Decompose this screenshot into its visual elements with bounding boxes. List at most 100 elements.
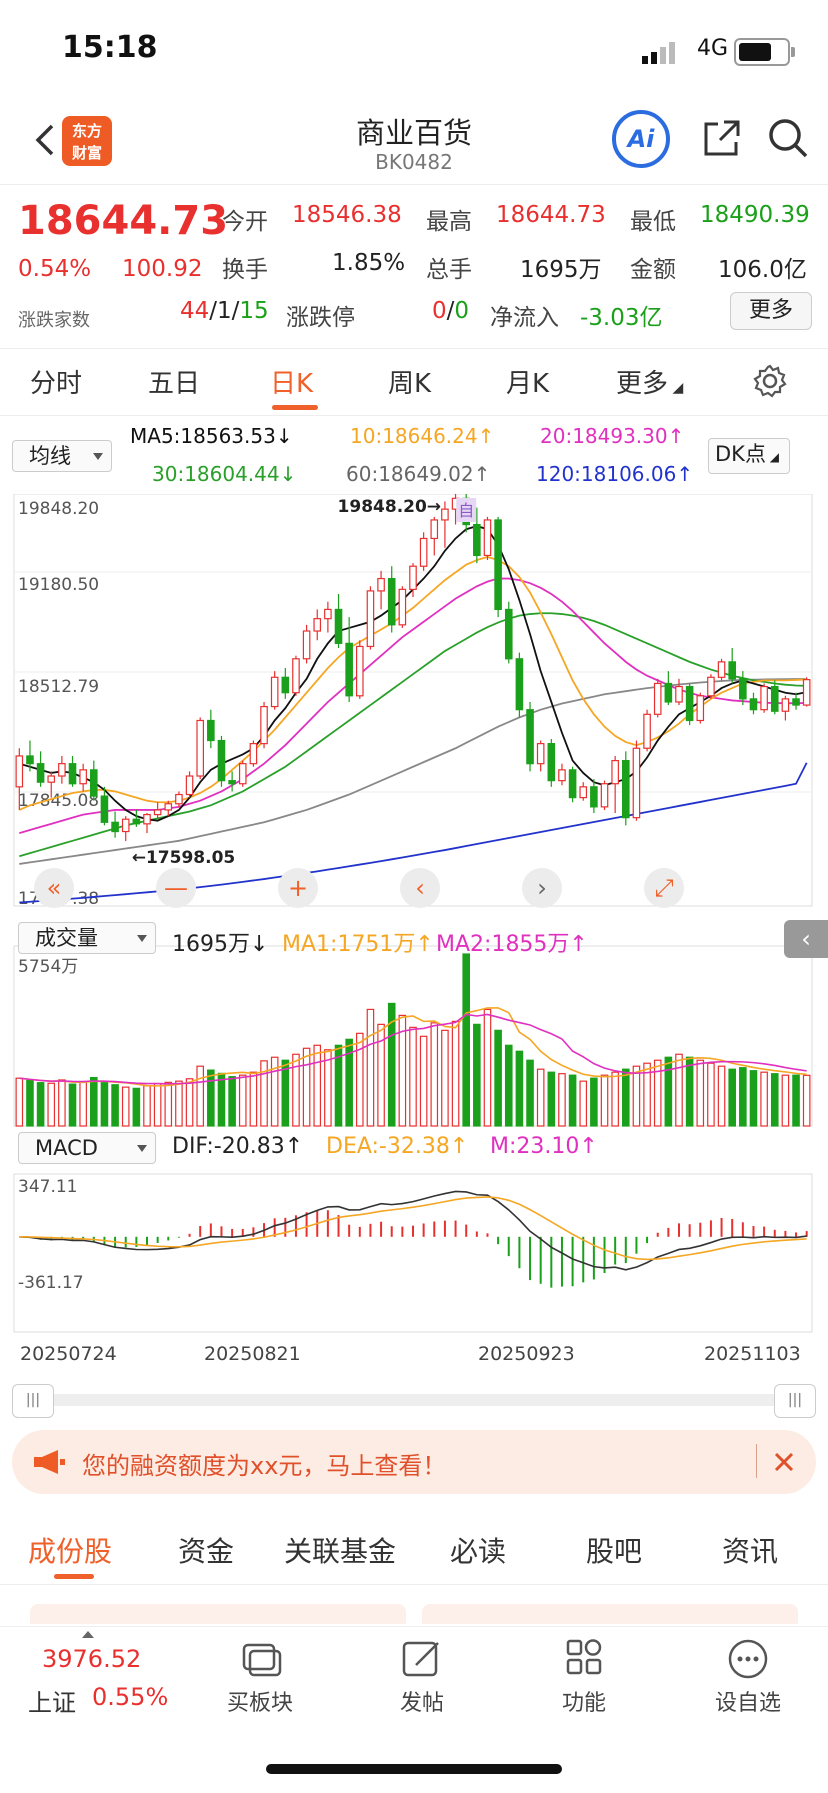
range-slider-track[interactable] [12,1394,816,1406]
tab-intraday[interactable]: 分时 [30,369,83,399]
collapse-panel-button[interactable]: ‹ [784,920,828,958]
volume-bar [600,1074,609,1127]
scroll-right-button[interactable]: › [522,868,562,908]
add-watchlist-button[interactable]: 设自选 [714,1691,781,1716]
tab-news[interactable]: 资讯 [722,1535,779,1568]
buy-sector-button[interactable]: 买板块 [226,1691,293,1716]
candle-body [579,786,588,799]
indicator-selector[interactable]: 均线 [12,440,112,472]
self-tag: 自 [458,501,474,520]
volume-bar [568,1074,577,1127]
ai-assistant-button[interactable]: Ai [612,110,670,168]
back-icon[interactable] [26,120,66,160]
tab-must-read[interactable]: 必读 [450,1535,507,1568]
volume-bar [419,1035,428,1127]
volume-bar [207,1069,215,1127]
tab-forum[interactable]: 股吧 [586,1535,643,1568]
candle-body [387,577,396,626]
volume-bar [579,1080,588,1127]
tab-more[interactable]: 更多 ◢ [616,369,684,399]
zoom-in-button[interactable]: + [278,868,318,908]
volume-bar [473,1023,481,1127]
candle-body [792,698,800,706]
fullscreen-button[interactable]: ⤢ [644,868,684,908]
index-value[interactable]: 3976.52 [42,1645,142,1673]
volume-bar [441,1029,449,1127]
function-button[interactable]: 功能 [561,1691,606,1716]
tab-related-funds[interactable]: 关联基金 [284,1535,397,1568]
date-axis-label: 20250724 [20,1343,117,1365]
candle-body [324,608,332,620]
tab-constituents[interactable]: 成份股 [28,1535,113,1568]
dk-point-button[interactable]: DK点 ◢ [708,438,790,474]
open-label: 今开 [222,209,268,235]
tab-funds[interactable]: 资金 [178,1535,235,1568]
price-axis-label: 19848.20 [18,499,99,519]
volume-bar [132,1087,141,1127]
volume-label: 总手 [426,257,472,283]
macd-dea: DEA:-32.38↑ [326,1134,469,1159]
candle-body [696,695,705,722]
volume-selector[interactable]: 成交量 [18,922,156,954]
candle-body [185,775,194,796]
more-button[interactable]: 更多 [730,292,812,330]
volume-bar [739,1067,747,1127]
expand-icon[interactable] [82,1631,94,1638]
ma60-label: 60:18649.02↑ [346,462,491,486]
change-pct: 0.54% [18,256,92,282]
kline-chart-area[interactable]: 19848.2019180.5018512.7917845.0817177.38… [0,493,828,1365]
range-slider-right-handle[interactable]: ||| [774,1384,816,1418]
volume-ma1: MA1:1751万↑ [282,932,434,957]
range-slider-left-handle[interactable]: ||| [12,1384,54,1418]
candle-body [228,780,236,785]
zoom-out-button[interactable]: — [156,868,196,908]
macd-dif: DIF:-20.83↑ [172,1134,304,1159]
limit-label: 涨跌停 [286,305,355,331]
volume-bar [802,1074,811,1127]
tab-weekly-k[interactable]: 周K [388,369,432,399]
scroll-left-button[interactable]: ‹ [400,868,440,908]
candle-body [79,769,87,785]
kline-chart[interactable]: 19848.2019180.5018512.7917845.0817177.38… [0,493,828,1374]
post-button[interactable]: 发帖 [399,1691,444,1716]
volume-bar [749,1070,758,1127]
status-bar: 15:18 4G [0,0,828,100]
candle-body [781,698,790,712]
volume-bar [175,1080,183,1127]
tab-daily-k[interactable]: 日K [270,369,314,399]
battery-icon [734,38,795,66]
candle-body [356,645,364,697]
promo-banner[interactable]: 您的融资额度为xx元，马上查看！ [12,1430,816,1494]
volume-bar [622,1068,630,1127]
candle-body [494,519,502,611]
candle-body [196,719,204,777]
search-icon[interactable] [766,116,810,160]
volume-bar [387,1002,396,1127]
sector-code: BK0482 [375,150,453,174]
candle-body [483,519,492,557]
volume-bar [451,1020,460,1127]
amount-label: 金额 [630,257,676,283]
candle-body [600,783,609,808]
gear-icon[interactable] [752,363,788,399]
ma10-line [18,556,807,811]
ma60-line [19,678,807,865]
close-icon[interactable] [772,1450,796,1474]
volume-bar [334,1044,343,1127]
candle-body [217,739,226,782]
share-icon[interactable] [700,116,744,160]
tab-monthly-k[interactable]: 月K [506,369,550,399]
candle-body [90,769,98,797]
amount-value: 106.0亿 [718,257,807,283]
volume-bar [430,1022,439,1127]
macd-selector[interactable]: MACD [18,1132,156,1164]
tab-five-day[interactable]: 五日 [148,369,201,399]
tab-active-indicator [272,405,318,410]
volume-bar [728,1068,736,1127]
candle-body [15,755,24,788]
scroll-to-start-button[interactable]: « [34,868,74,908]
volume-bar [143,1085,151,1127]
volume-bar [324,1049,332,1127]
volume-bar [260,1060,268,1127]
volume-bar [196,1065,204,1127]
